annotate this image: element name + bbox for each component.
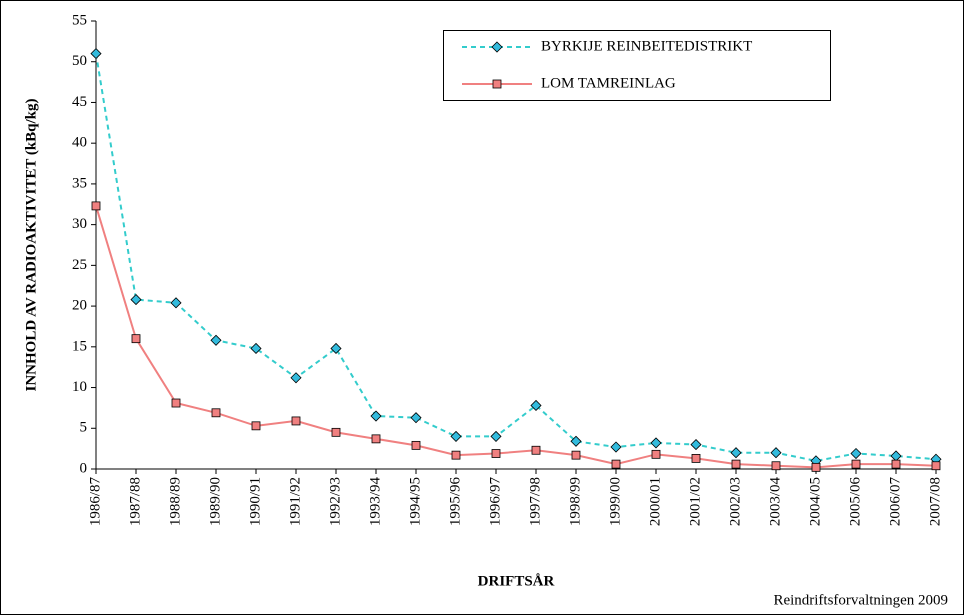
- x-tick-label: 1998/99: [567, 477, 583, 526]
- point: [211, 408, 221, 418]
- series-line: [95, 53, 937, 462]
- point: [91, 201, 101, 211]
- point: [210, 334, 222, 346]
- series-line: [95, 205, 937, 469]
- legend-label: LOM TAMREINLAG: [541, 75, 676, 91]
- point: [770, 447, 782, 459]
- point: [691, 454, 701, 463]
- x-tick-label: 1995/96: [447, 477, 463, 527]
- legend-marker: [491, 41, 503, 53]
- point: [250, 342, 262, 355]
- y-tick-label: 20: [72, 298, 87, 314]
- y-axis-label: INNHOLD AV RADIOAKTIVITET (kBq/kg): [23, 98, 39, 391]
- point: [171, 398, 181, 408]
- x-tick-label: 1994/95: [407, 477, 423, 526]
- point: [411, 440, 421, 450]
- y-tick-label: 55: [72, 12, 87, 28]
- point: [490, 430, 502, 442]
- point: [771, 461, 781, 471]
- point: [290, 372, 302, 384]
- point: [410, 412, 422, 424]
- x-tick-label: 1986/87: [87, 477, 103, 527]
- point: [251, 421, 261, 431]
- point: [931, 461, 941, 471]
- point: [610, 441, 622, 453]
- point: [650, 437, 662, 449]
- y-tick-label: 50: [72, 53, 87, 69]
- y-tick-label: 25: [72, 257, 87, 273]
- point: [531, 445, 541, 455]
- x-tick-label: 1990/91: [247, 477, 263, 526]
- x-tick-label: 1992/93: [327, 477, 343, 526]
- point: [450, 430, 462, 442]
- point: [690, 438, 702, 451]
- point: [451, 450, 461, 460]
- y-tick-label: 40: [72, 135, 87, 151]
- x-tick-label: 2000/01: [647, 477, 663, 526]
- x-tick-label: 1991/92: [287, 477, 303, 526]
- y-tick-label: 10: [72, 379, 87, 395]
- point: [651, 449, 661, 459]
- point: [851, 459, 861, 469]
- y-tick-label: 45: [72, 94, 87, 110]
- point: [811, 462, 821, 472]
- x-tick-label: 2005/06: [847, 477, 863, 527]
- x-tick-label: 2002/03: [727, 477, 743, 526]
- point: [291, 416, 301, 426]
- x-tick-label: 1996/97: [487, 477, 503, 527]
- point: [90, 48, 102, 60]
- point: [170, 297, 182, 309]
- point: [611, 459, 621, 469]
- point: [891, 459, 901, 469]
- y-tick-label: 5: [80, 420, 88, 436]
- point: [571, 450, 581, 460]
- point: [731, 459, 741, 469]
- y-tick-label: 35: [72, 175, 87, 191]
- point: [530, 399, 542, 412]
- y-tick-label: 30: [72, 216, 87, 232]
- x-tick-label: 2004/05: [807, 477, 823, 526]
- point: [331, 427, 341, 437]
- point: [730, 447, 742, 459]
- point: [130, 294, 142, 306]
- legend-marker: [492, 79, 502, 89]
- x-tick-label: 1989/90: [207, 477, 223, 526]
- legend-box: [443, 30, 831, 101]
- x-tick-label: 2003/04: [767, 477, 783, 527]
- y-tick-label: 15: [72, 338, 87, 354]
- point: [370, 410, 382, 422]
- source: Reindriftsforvaltningen 2009: [773, 592, 948, 608]
- x-tick-label: 2007/08: [927, 477, 943, 526]
- point: [371, 434, 381, 444]
- point: [131, 334, 141, 344]
- x-tick-label: 1988/89: [167, 477, 183, 526]
- x-tick-label: 2001/02: [687, 477, 703, 526]
- point: [491, 449, 501, 458]
- point: [850, 447, 862, 460]
- x-tick-label: 1987/88: [127, 477, 143, 526]
- x-tick-label: 1997/98: [527, 477, 543, 526]
- point: [330, 342, 342, 355]
- x-tick-label: 1999/00: [607, 477, 623, 526]
- x-tick-label: 1993/94: [367, 477, 383, 527]
- x-tick-label: 2006/07: [887, 477, 903, 527]
- y-tick-label: 0: [80, 460, 88, 476]
- legend-label: BYRKIJE REINBEITEDISTRIKT: [541, 38, 752, 54]
- x-axis-label: DRIFTSÅR: [478, 573, 555, 589]
- point: [570, 435, 582, 447]
